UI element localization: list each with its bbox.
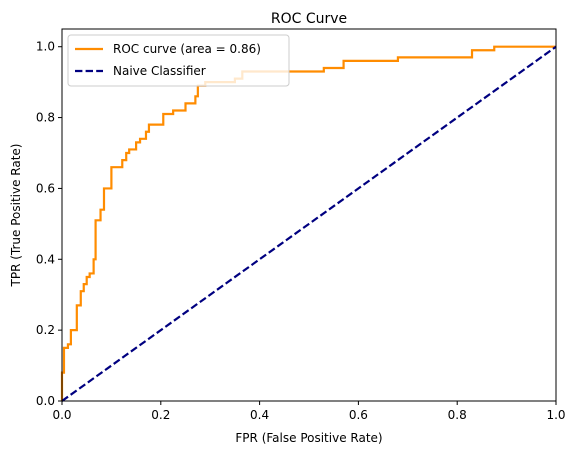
- y-tick-label: 1.0: [36, 40, 55, 54]
- x-tick-label: 0.6: [349, 408, 368, 422]
- y-tick-label: 0.8: [36, 111, 55, 125]
- y-tick-label: 0.4: [36, 252, 55, 266]
- legend-label-naive: Naive Classifier: [113, 64, 206, 78]
- x-tick-label: 0.0: [52, 408, 71, 422]
- y-axis-ticks: 0.0 0.2 0.4 0.6 0.8 1.0: [36, 40, 62, 408]
- legend-label-roc: ROC curve (area = 0.86): [113, 42, 261, 56]
- x-tick-label: 0.2: [151, 408, 170, 422]
- plot-frame: [61, 28, 557, 402]
- legend-box: [67, 34, 290, 87]
- y-axis-label: TPR (True Positive Rate): [9, 144, 23, 288]
- y-tick-label: 0.2: [36, 323, 55, 337]
- x-axis-ticks: 0.0 0.2 0.4 0.6 0.8 1.0: [52, 401, 566, 422]
- naive-classifier-line: [61, 45, 557, 402]
- y-tick-label: 0.0: [36, 394, 55, 408]
- x-tick-label: 1.0: [546, 408, 565, 422]
- x-tick-label: 0.8: [448, 408, 467, 422]
- legend: ROC curve (area = 0.86) Naive Classifier: [67, 34, 290, 87]
- x-tick-label: 0.4: [250, 408, 269, 422]
- x-axis-label: FPR (False Positive Rate): [235, 431, 382, 445]
- chart-title: ROC Curve: [271, 11, 347, 27]
- y-tick-label: 0.6: [36, 181, 55, 195]
